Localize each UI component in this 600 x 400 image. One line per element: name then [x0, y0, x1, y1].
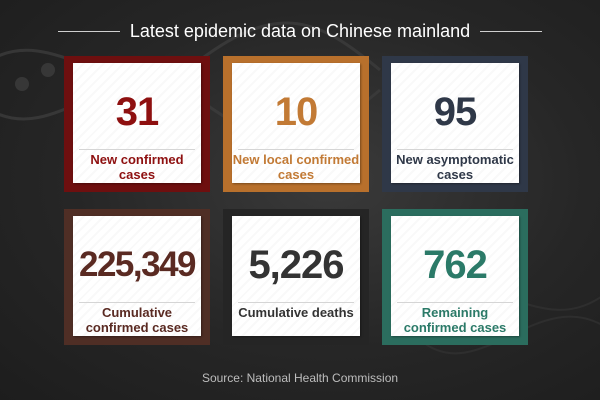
card-new-confirmed: 31 New confirmed cases: [64, 56, 210, 192]
new-asymptomatic-value: 95: [433, 90, 478, 134]
title-line-left: [57, 30, 120, 32]
card-cumulative-deaths: 5,226 Cumulative deaths: [223, 209, 369, 345]
card-inner: 5,226 Cumulative deaths: [232, 216, 360, 336]
card-remaining-confirmed: 762 Remaining confirmed cases: [382, 209, 528, 345]
card-divider: [238, 302, 354, 303]
card-inner: 225,349 Cumulative confirmed cases: [73, 216, 201, 336]
new-confirmed-value: 31: [115, 90, 160, 134]
new-asymptomatic-label: New asymptomatic cases: [396, 152, 514, 182]
card-divider: [79, 302, 195, 303]
cumulative-confirmed-value: 225,349: [78, 245, 197, 284]
card-inner: 31 New confirmed cases: [73, 63, 201, 183]
cumulative-deaths-value: 5,226: [248, 243, 344, 287]
cumulative-confirmed-label: Cumulative confirmed cases: [85, 305, 189, 335]
card-divider: [79, 149, 195, 150]
remaining-confirmed-value: 762: [423, 243, 488, 287]
source-note: Source: National Health Commission: [201, 371, 399, 385]
card-inner: 95 New asymptomatic cases: [391, 63, 519, 183]
card-inner: 762 Remaining confirmed cases: [391, 216, 519, 336]
title-line-right: [480, 30, 543, 32]
card-divider: [397, 302, 513, 303]
new-local-confirmed-value: 10: [274, 90, 319, 134]
card-new-asymptomatic: 95 New asymptomatic cases: [382, 56, 528, 192]
card-inner: 10 New local confirmed cases: [232, 63, 360, 183]
card-new-local-confirmed: 10 New local confirmed cases: [223, 56, 369, 192]
card-cumulative-confirmed: 225,349 Cumulative confirmed cases: [64, 209, 210, 345]
card-divider: [397, 149, 513, 150]
card-divider: [238, 149, 354, 150]
page-title: Latest epidemic data on Chinese mainland: [129, 20, 471, 41]
title-row: Latest epidemic data on Chinese mainland: [0, 18, 600, 44]
new-confirmed-label: New confirmed cases: [90, 152, 184, 182]
new-local-confirmed-label: New local confirmed cases: [232, 152, 360, 182]
cumulative-deaths-label: Cumulative deaths: [238, 305, 354, 320]
remaining-confirmed-label: Remaining confirmed cases: [403, 305, 507, 335]
